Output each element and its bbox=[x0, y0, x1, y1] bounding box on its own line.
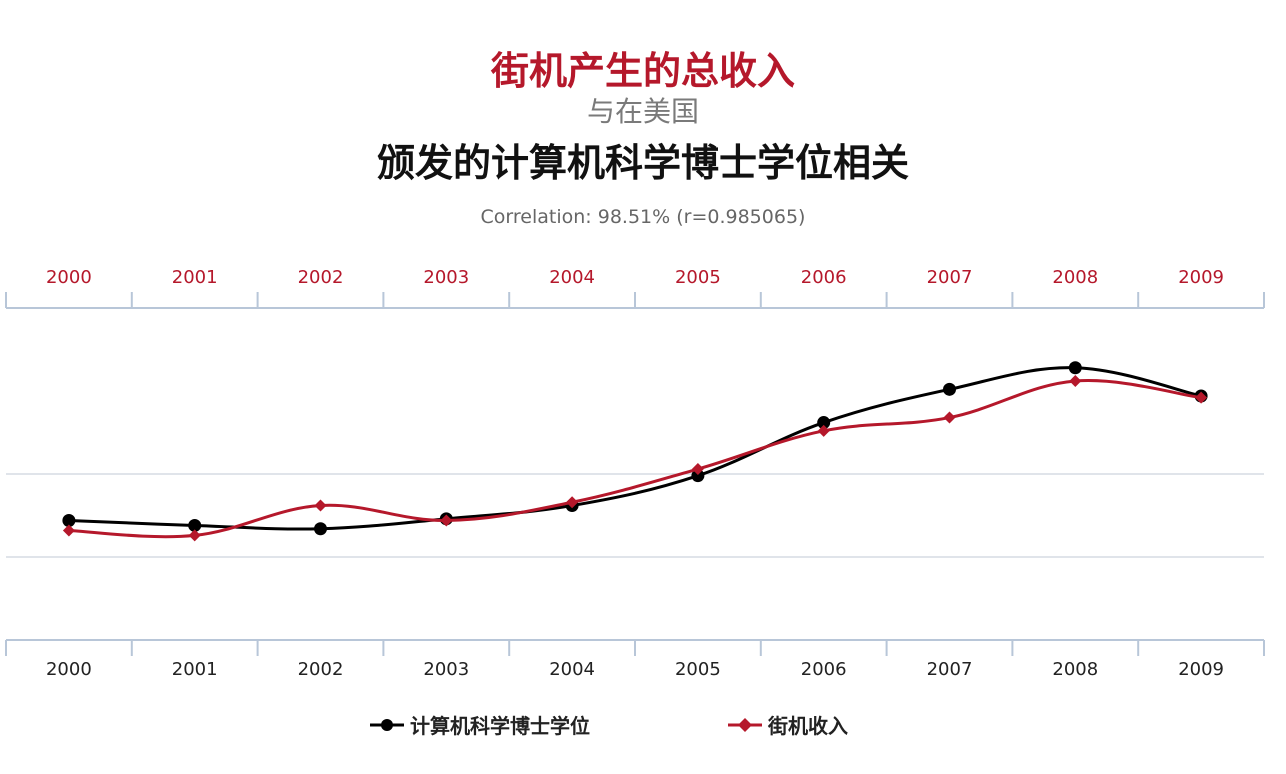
top-tick-label: 2004 bbox=[549, 267, 595, 288]
top-tick-label: 2008 bbox=[1052, 267, 1098, 288]
bottom-tick-label: 2002 bbox=[298, 659, 344, 680]
series-layer bbox=[62, 361, 1208, 542]
legend-item-series1[interactable]: 计算机科学博士学位 bbox=[370, 710, 590, 739]
series1-point bbox=[1068, 361, 1082, 375]
bottom-tick-label: 2009 bbox=[1178, 659, 1224, 680]
top-tick-label: 2007 bbox=[927, 267, 973, 288]
legend-circle-marker-icon bbox=[370, 718, 404, 731]
legend-diamond-marker-icon bbox=[728, 717, 762, 732]
bottom-tick-label: 2003 bbox=[423, 659, 469, 680]
top-tick-label: 2000 bbox=[46, 267, 92, 288]
bottom-tick-label: 2005 bbox=[675, 659, 721, 680]
title-line-3: 颁发的计算机科学博士学位相关 bbox=[376, 141, 909, 185]
top-tick-label: 2002 bbox=[298, 267, 344, 288]
series1-point bbox=[943, 382, 956, 396]
top-tick-label: 2009 bbox=[1178, 267, 1224, 288]
bottom-tick-label: 2004 bbox=[549, 659, 595, 680]
top-tick-label: 2001 bbox=[172, 267, 218, 288]
series2-point bbox=[440, 514, 453, 527]
legend: 计算机科学博士学位 街机收入 bbox=[0, 710, 1286, 740]
title-line-1: 街机产生的总收入 bbox=[490, 49, 795, 93]
bottom-tick-label: 2008 bbox=[1052, 659, 1098, 680]
bottom-tick-label: 2007 bbox=[927, 659, 973, 680]
series2-point bbox=[188, 529, 201, 542]
axes: 2000 2000 2001 2001 2002 2002 2003 2003 2004 2004… bbox=[5, 267, 1265, 680]
series2-point bbox=[62, 524, 75, 537]
top-tick-label: 2005 bbox=[675, 267, 721, 288]
series1-point bbox=[817, 416, 831, 430]
series1-point bbox=[691, 469, 705, 483]
legend-label-series1: 计算机科学博士学位 bbox=[410, 714, 590, 738]
bottom-tick-label: 2006 bbox=[801, 659, 847, 680]
series2-point bbox=[1069, 375, 1082, 388]
series-line-1 bbox=[68, 366, 1202, 531]
title-line-2: 与在美国 bbox=[586, 95, 699, 128]
correlation-subtitle: Correlation: 98.51% (r=0.985065) bbox=[480, 206, 806, 228]
top-tick-label: 2006 bbox=[801, 267, 847, 288]
series1-point bbox=[314, 522, 327, 536]
series2-point bbox=[691, 463, 704, 476]
series2-point bbox=[943, 411, 956, 424]
line-chart: 2000 2000 2001 2001 2002 2002 2003 2003 2004 2004… bbox=[5, 267, 1265, 680]
series1-point bbox=[188, 518, 202, 532]
legend-label-series2: 街机收入 bbox=[768, 714, 848, 738]
series-line-2 bbox=[68, 379, 1202, 539]
series1-point bbox=[62, 513, 76, 527]
top-tick-label: 2003 bbox=[423, 267, 469, 288]
bottom-tick-label: 2001 bbox=[172, 659, 218, 680]
series2-point bbox=[817, 424, 830, 437]
series2-point bbox=[566, 496, 579, 509]
series2-point bbox=[314, 499, 327, 512]
bottom-tick-label: 2000 bbox=[46, 659, 92, 680]
grid-lines bbox=[6, 473, 1264, 558]
legend-item-series2[interactable]: 街机收入 bbox=[728, 710, 848, 739]
series2-point bbox=[1195, 391, 1208, 404]
